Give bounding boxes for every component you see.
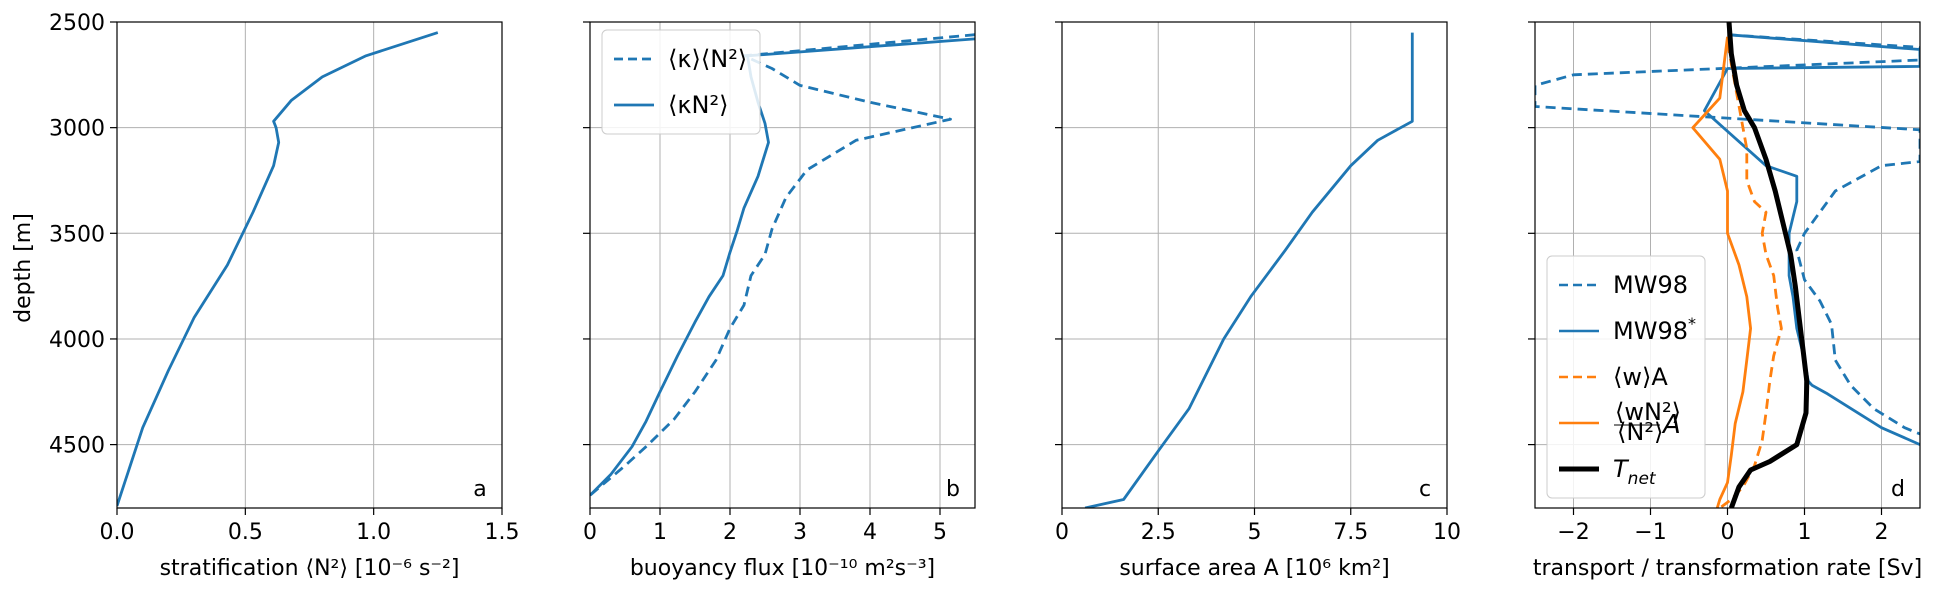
x-tick-label: 2	[1875, 520, 1889, 545]
x-tick-label: 0	[583, 520, 597, 545]
panel-b-buoyancy-flux: 0 1 2 3 4 5 buoyancy flux [10⁻¹⁰ m²s⁻³] b ⟨κ⟩⟨N²…	[583, 21, 976, 581]
y-tick-label: 2500	[49, 11, 105, 36]
legend: ⟨κ⟩⟨N²⟩ ⟨κN²⟩	[601, 29, 761, 135]
series-line-5	[1726, 22, 1810, 508]
series-line-3	[1718, 42, 1783, 508]
x-tick-label: 0	[1055, 520, 1069, 545]
legend: MW98 MW98* ⟨w⟩A ⟨wN²⟩ ⟨N²⟩A Tnet	[1546, 255, 1706, 499]
x-tick-label: 2.5	[1141, 520, 1176, 545]
x-axis-label: buoyancy flux [10⁻¹⁰ m²s⁻³]	[630, 556, 935, 581]
legend-box	[601, 29, 761, 135]
series-line-1	[590, 33, 975, 497]
panel-letter: c	[1419, 477, 1431, 502]
y-tick-label: 3500	[49, 222, 105, 247]
x-tick-label: 7.5	[1333, 520, 1368, 545]
y-axis-label: depth [m]	[11, 213, 36, 323]
series-line-4	[1691, 36, 1752, 508]
legend-label: ⟨w⟩A	[1613, 363, 1668, 391]
legend-label: Tnet	[1613, 455, 1657, 489]
panel-letter: d	[1891, 477, 1905, 502]
x-tick-label: 4	[863, 520, 877, 545]
legend-label: ⟨κN²⟩	[668, 91, 728, 119]
x-tick-label: 1	[1798, 520, 1812, 545]
x-tick-label: 5	[933, 520, 947, 545]
legend-label: ⟨κ⟩⟨N²⟩	[668, 45, 747, 73]
series-line-1	[1084, 32, 1414, 508]
legend-box	[1546, 255, 1706, 499]
plot-frame	[589, 21, 976, 509]
y-tick-label: 4000	[49, 328, 105, 353]
panel-letter: a	[473, 477, 486, 502]
x-tick-label: −2	[1557, 520, 1589, 545]
x-axis-label: stratification ⟨N²⟩ [10⁻⁶ s⁻²]	[160, 556, 460, 581]
panel-a-stratification: 0.0 0.5 1.0 1.5 2500 3000 3500 4000 4500 stratifi…	[49, 11, 520, 581]
x-axis-label: surface area A [10⁶ km²]	[1119, 556, 1389, 581]
x-tick-label: 5	[1248, 520, 1262, 545]
panel-c-surface-area: 0 2.5 5 7.5 10 surface area A [10⁶ km²] c	[1055, 21, 1461, 581]
x-tick-label: 2	[723, 520, 737, 545]
series-line-1	[117, 31, 439, 507]
x-tick-label: 10	[1433, 520, 1461, 545]
panel-letter: b	[946, 477, 960, 502]
legend-label-fraction: ⟨wN²⟩ ⟨N²⟩A	[1615, 398, 1681, 446]
x-tick-label: 1.0	[356, 520, 391, 545]
panel-d-transport: −2 −1 0 1 2 transport / transformation rate […	[1528, 21, 1922, 581]
y-tick-label: 4500	[49, 434, 105, 459]
x-axis-label: transport / transformation rate [Sv]	[1533, 556, 1922, 581]
x-tick-label: 1.5	[485, 520, 520, 545]
legend-label: MW98	[1613, 271, 1688, 299]
legend-label: MW98*	[1613, 314, 1696, 345]
x-tick-label: 0.5	[228, 520, 263, 545]
y-tick-label: 3000	[49, 117, 105, 142]
x-tick-label: 3	[793, 520, 807, 545]
x-tick-label: 0.0	[100, 520, 135, 545]
x-tick-label: −1	[1634, 520, 1666, 545]
x-tick-label: 0	[1721, 520, 1735, 545]
plot-frame	[116, 21, 503, 509]
x-tick-label: 1	[653, 520, 667, 545]
series-line-1	[1535, 33, 1920, 436]
